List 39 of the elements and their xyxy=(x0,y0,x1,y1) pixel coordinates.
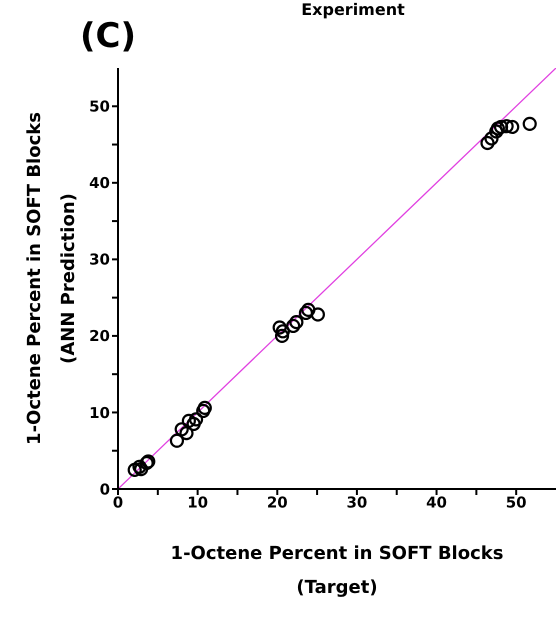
point xyxy=(500,119,514,134)
x-tick-label: 30 xyxy=(346,494,368,512)
chart-title: Experiment xyxy=(301,0,405,19)
point xyxy=(480,136,495,150)
point xyxy=(186,416,201,432)
point xyxy=(182,414,196,428)
y-tick-label: 40 xyxy=(89,174,110,192)
text: (C) xyxy=(80,16,136,56)
point xyxy=(174,422,189,436)
point xyxy=(170,434,184,448)
x-tick-label: 40 xyxy=(426,494,447,512)
y-tick-label: 0 xyxy=(100,480,110,498)
point xyxy=(301,302,316,317)
y-tick-label: 10 xyxy=(89,404,110,422)
point xyxy=(128,462,142,477)
point xyxy=(489,124,504,139)
point xyxy=(179,426,194,440)
y-tick-label: 30 xyxy=(89,250,110,269)
point xyxy=(188,412,204,426)
point xyxy=(196,404,210,418)
point xyxy=(505,120,520,134)
point xyxy=(289,315,304,330)
y-axis-title: 1-Octene Percent in SOFT Blocks (ANN Prediction) xyxy=(24,112,79,445)
x-tick-label: 10 xyxy=(187,494,208,512)
point xyxy=(274,328,290,344)
point xyxy=(484,131,499,146)
x-tick-label: 50 xyxy=(506,494,527,512)
point xyxy=(286,318,300,334)
point xyxy=(272,320,287,335)
y-tick-label: 20 xyxy=(89,327,110,346)
x-axis-title: 1-Octene Percent in SOFT Blocks (Target) xyxy=(170,543,504,598)
point xyxy=(276,324,290,338)
point xyxy=(198,400,212,415)
point xyxy=(298,306,314,320)
x-tick-label: 0 xyxy=(112,494,124,512)
y-tick-label: 50 xyxy=(89,98,110,116)
point xyxy=(310,307,325,322)
x-tick-label: 20 xyxy=(266,494,288,512)
point xyxy=(522,116,537,131)
